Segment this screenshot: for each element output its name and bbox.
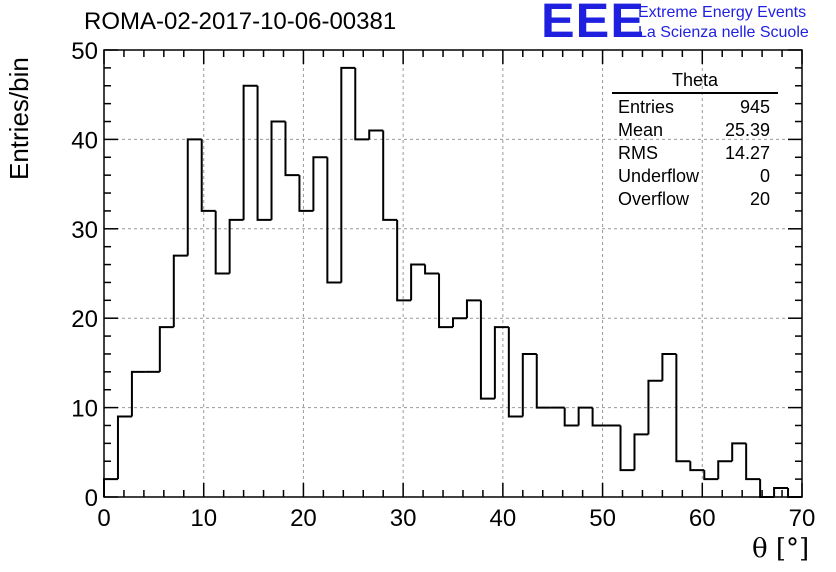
stats-value: 0 xyxy=(759,166,770,186)
histogram-bin xyxy=(521,352,537,417)
histogram-bin xyxy=(382,130,398,221)
histogram-bin xyxy=(242,84,258,220)
histogram-bin xyxy=(675,353,691,463)
histogram-bin xyxy=(563,407,579,427)
y-tick-label: 10 xyxy=(71,396,98,423)
histogram-bin xyxy=(354,67,370,141)
histogram-bin xyxy=(186,138,202,256)
y-tick-label: 0 xyxy=(85,485,98,512)
stats-label: Overflow xyxy=(618,189,690,209)
histogram-bin xyxy=(424,264,440,275)
logo-tagline-1: Extreme Energy Events xyxy=(638,4,807,21)
y-tick-label: 50 xyxy=(71,38,98,65)
histogram-bin xyxy=(717,460,733,480)
logo-tagline-2: La Scienza nelle Scuole xyxy=(638,24,809,41)
plot-frame xyxy=(103,49,803,498)
histogram-bin xyxy=(410,263,426,301)
histogram-bin xyxy=(633,433,649,471)
histogram-bin xyxy=(298,175,314,212)
histogram-bin xyxy=(116,415,132,480)
histogram-bin xyxy=(787,488,802,498)
histogram-bin xyxy=(577,406,593,426)
stats-row-rms: RMS 14.27 xyxy=(612,142,778,165)
histogram-bin xyxy=(214,210,230,275)
histogram-bin xyxy=(270,120,286,220)
histogram-bin xyxy=(591,407,607,427)
histogram-bin xyxy=(312,156,328,211)
histogram-bin xyxy=(130,370,146,417)
histogram-bin xyxy=(689,461,705,472)
histogram-bin xyxy=(438,273,453,329)
y-tick-label: 40 xyxy=(71,127,98,154)
histogram-bin xyxy=(647,379,663,435)
histogram-bin xyxy=(535,353,551,409)
stats-value: 20 xyxy=(749,189,770,209)
histogram-bin xyxy=(703,470,719,481)
histogram-bin xyxy=(619,425,635,472)
histogram-bin xyxy=(493,326,509,399)
stats-value: 945 xyxy=(739,97,770,117)
histogram-bin xyxy=(158,326,174,372)
histogram-bin xyxy=(465,299,481,319)
stats-value: 14.27 xyxy=(724,143,770,163)
stats-label: Mean xyxy=(618,120,664,140)
stats-value: 25.39 xyxy=(724,120,770,140)
histogram-bin xyxy=(452,317,467,328)
x-axis-label: θ [°] xyxy=(752,534,810,564)
histogram-bin xyxy=(507,327,523,418)
stats-title: Theta xyxy=(612,70,778,94)
histogram-bin xyxy=(256,85,272,221)
stats-label: Underflow xyxy=(618,166,700,186)
x-tick-label: 10 xyxy=(190,505,217,532)
histogram-bin xyxy=(745,443,761,481)
x-tick-label: 60 xyxy=(689,505,716,532)
y-tick-label: 20 xyxy=(71,306,98,333)
stats-label: RMS xyxy=(618,143,658,163)
histogram-bin xyxy=(479,300,495,400)
stats-row-entries: Entries 945 xyxy=(612,96,778,119)
stats-label: Entries xyxy=(618,97,675,117)
stats-box: Theta Entries 945 Mean 25.39 RMS 14.27 U… xyxy=(612,70,778,211)
histogram-bin xyxy=(228,218,244,274)
stats-row-mean: Mean 25.39 xyxy=(612,119,778,142)
histogram-bin xyxy=(773,487,789,497)
histogram-bin xyxy=(103,478,118,497)
histogram-bin xyxy=(368,129,384,140)
histogram-bin xyxy=(661,352,677,381)
histogram-bin xyxy=(731,442,747,462)
x-tick-label: 20 xyxy=(290,505,317,532)
histogram-bin xyxy=(172,254,188,328)
histogram-bin xyxy=(284,121,300,177)
y-tick-label: 30 xyxy=(71,217,98,244)
histogram-bin xyxy=(326,157,342,284)
stats-row-underflow: Underflow 0 xyxy=(612,165,778,188)
stats-row-overflow: Overflow 20 xyxy=(612,188,778,211)
histogram-bin xyxy=(396,219,412,302)
x-tick-label: 30 xyxy=(390,505,417,532)
histogram-title: ROMA-02-2017-10-06-00381 xyxy=(84,8,397,35)
histogram-bin xyxy=(200,139,216,212)
x-tick-label: 40 xyxy=(490,505,517,532)
histogram-bin xyxy=(340,66,356,283)
x-tick-label: 0 xyxy=(97,505,110,532)
eee-logo: EEE xyxy=(541,0,645,48)
x-tick-label: 70 xyxy=(789,505,816,532)
x-tick-label: 50 xyxy=(589,505,616,532)
